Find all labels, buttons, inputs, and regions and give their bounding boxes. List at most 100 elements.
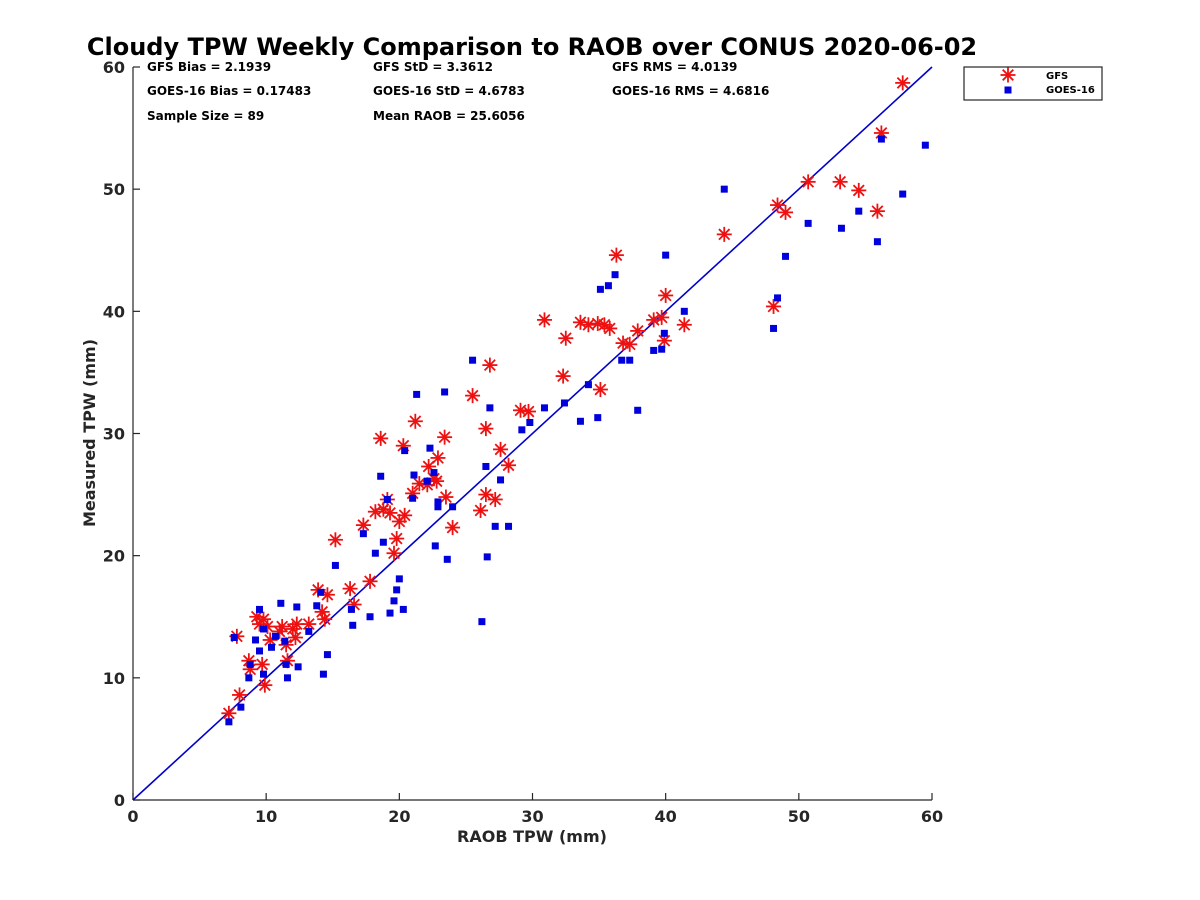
goes16-point [359,530,367,538]
goes16-point [596,285,604,293]
gfs-point [362,573,378,589]
gfs-point [421,458,437,474]
gfs-point [289,616,305,632]
legend-goes16-marker [1004,86,1012,94]
goes16-point [921,141,929,149]
goes16-point [680,307,688,315]
goes16-point [319,670,327,678]
gfs-point [257,677,273,693]
goes16-point [483,553,491,561]
goes16-point [413,390,421,398]
gfs-point [221,705,237,721]
goes16-point [260,625,268,633]
goes16-point [497,476,505,484]
goes16-point [423,477,431,485]
gfs-point [478,421,494,437]
gfs-point [654,309,670,325]
goes16-point [584,381,592,389]
goes16-point [604,282,612,290]
goes16-point [478,618,486,626]
gfs-point [493,441,509,457]
stat-mean-raob: Mean RAOB = 25.6056 [373,109,525,123]
stat-goes-bias: GOES-16 Bias = 0.17483 [147,84,311,98]
goes16-point [804,219,812,227]
goes16-point [486,404,494,412]
goes16-point [482,462,490,470]
gfs-point [386,545,402,561]
goes16-point [720,185,728,193]
goes16-point [658,345,666,353]
gfs-point [430,450,446,466]
goes16-point [256,647,264,655]
chart-title: Cloudy TPW Weekly Comparison to RAOB ove… [87,33,977,61]
y-tick-label: 10 [103,669,125,688]
y-tick-label: 0 [114,791,125,810]
x-tick-label: 60 [921,807,943,826]
legend-goes16-label: GOES-16 [1046,85,1095,96]
goes16-point [518,426,526,434]
goes16-point [873,238,881,246]
gfs-point [373,430,389,446]
gfs-point [832,174,848,190]
goes16-point [386,609,394,617]
goes16-point [526,419,534,427]
goes16-point [230,634,238,642]
stat-gfs-bias: GFS Bias = 2.1939 [147,60,271,74]
gfs-point [558,330,574,346]
stat-goes-std: GOES-16 StD = 4.6783 [373,84,525,98]
goes16-point [393,586,401,594]
goes16-point [560,399,568,407]
x-tick-label: 50 [788,807,810,826]
goes16-point [379,538,387,546]
x-tick-label: 10 [255,807,277,826]
legend-gfs-marker [1000,67,1016,83]
gfs-point [869,203,885,219]
goes16-point [837,224,845,232]
goes16-point [469,356,477,364]
gfs-point [851,182,867,198]
gfs-point [438,489,454,505]
goes16-point [431,542,439,550]
legend-box [963,66,1103,101]
statistics-block: GFS Bias = 2.1939 GFS StD = 3.3612 GFS R… [147,60,769,123]
x-tick-label: 40 [655,807,677,826]
goes16-point [237,703,245,711]
goes16-point [426,444,434,452]
gfs-point [536,312,552,328]
gfs-point [397,507,413,523]
gfs-point [592,382,608,398]
goes16-point [540,404,548,412]
goes16-point [401,447,409,455]
goes16-point [434,498,442,506]
gfs-point [501,457,517,473]
legend-gfs-label: GFS [1046,71,1068,82]
goes16-point [449,503,457,511]
gfs-point [473,502,489,518]
gfs-point [521,404,537,420]
gfs-point [445,520,461,536]
goes16-point [782,252,790,260]
gfs-point [287,630,303,646]
one-to-one-line [132,66,933,801]
goes16-point [877,135,885,143]
goes16-point [323,651,331,659]
gfs-point [254,656,270,672]
gfs-point [658,287,674,303]
y-axis-label: Measured TPW (mm) [80,339,99,527]
gfs-point [242,661,258,677]
y-tick-label: 60 [103,58,125,77]
goes16-point [430,469,438,477]
goes16-point [281,637,289,645]
x-axis-label: RAOB TPW (mm) [457,827,607,846]
goes16-point [271,632,279,640]
y-tick-label: 40 [103,302,125,321]
goes16-point [293,603,301,611]
x-tick-label: 30 [521,807,543,826]
x-tick-label: 20 [388,807,410,826]
reference-line [132,66,933,801]
gfs-point [716,226,732,242]
goes16-point [317,588,325,596]
goes16-point [774,294,782,302]
gfs-point [630,323,646,339]
